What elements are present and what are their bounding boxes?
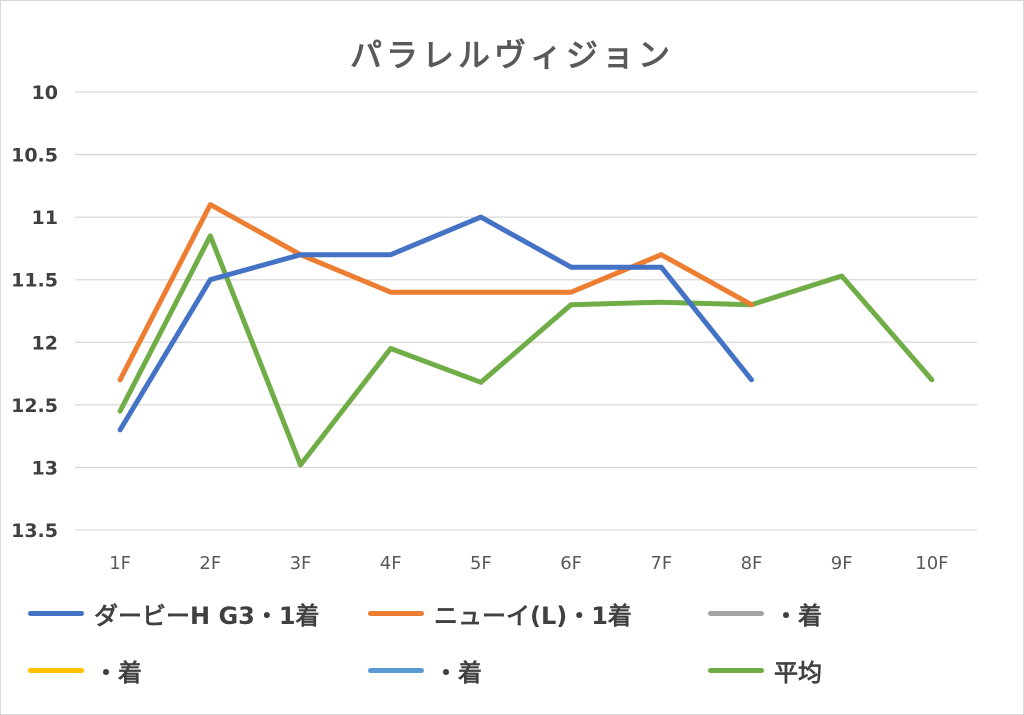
- legend-swatch: [368, 667, 424, 673]
- x-tick-label: 8F: [741, 553, 763, 574]
- series-line-5: [117, 233, 935, 468]
- x-tick-label: 4F: [380, 553, 402, 574]
- y-tick-label: 12: [32, 332, 58, 354]
- legend-item-3: ・着: [28, 655, 142, 687]
- x-tick-label: 7F: [650, 553, 672, 574]
- legend-label: ダービーH G3・1着: [94, 601, 320, 630]
- legend-item-2: ・着: [708, 598, 822, 630]
- y-tick-label: 13.5: [11, 520, 58, 542]
- x-axis-ticks: 1F 2F 3F 4F 5F 6F 7F 8F 9F 10F: [109, 553, 948, 574]
- legend-item-5: 平均: [708, 655, 822, 687]
- legend-swatch: [28, 667, 84, 673]
- series-lines: [117, 202, 935, 468]
- gridlines: [75, 91, 977, 531]
- y-tick-label: 13: [32, 457, 58, 479]
- y-tick-label: 11.5: [11, 270, 58, 292]
- y-tick-label: 10.5: [11, 145, 58, 167]
- legend-swatch: [368, 610, 424, 616]
- y-axis-ticks: 10 10.5 11 11.5 12 12.5 13 13.5: [11, 82, 58, 542]
- legend-label: ・着: [94, 658, 142, 687]
- legend-item-0: ダービーH G3・1着: [28, 598, 320, 630]
- x-tick-label: 1F: [109, 553, 131, 574]
- x-tick-label: 5F: [470, 553, 492, 574]
- series-line-0: [117, 214, 754, 433]
- chart-title: パラレルヴィジョン: [349, 36, 674, 74]
- x-tick-label: 3F: [290, 553, 312, 574]
- y-tick-label: 12.5: [11, 395, 58, 417]
- y-tick-label: 10: [32, 82, 58, 104]
- legend-item-1: ニューイ(L)・1着: [368, 598, 632, 630]
- legend-swatch: [708, 667, 764, 673]
- legend-item-4: ・着: [368, 655, 482, 687]
- legend-label: ニューイ(L)・1着: [434, 601, 632, 630]
- legend-label: 平均: [774, 658, 822, 687]
- y-tick-label: 11: [32, 207, 58, 229]
- x-tick-label: 2F: [199, 553, 221, 574]
- series-line-1: [117, 202, 754, 383]
- legend-swatch: [708, 610, 764, 616]
- legend-label: ・着: [434, 658, 482, 687]
- x-tick-label: 10F: [915, 553, 948, 574]
- legend-swatch: [28, 610, 84, 616]
- x-tick-label: 6F: [560, 553, 582, 574]
- legend-label: ・着: [774, 601, 822, 630]
- x-tick-label: 9F: [831, 553, 853, 574]
